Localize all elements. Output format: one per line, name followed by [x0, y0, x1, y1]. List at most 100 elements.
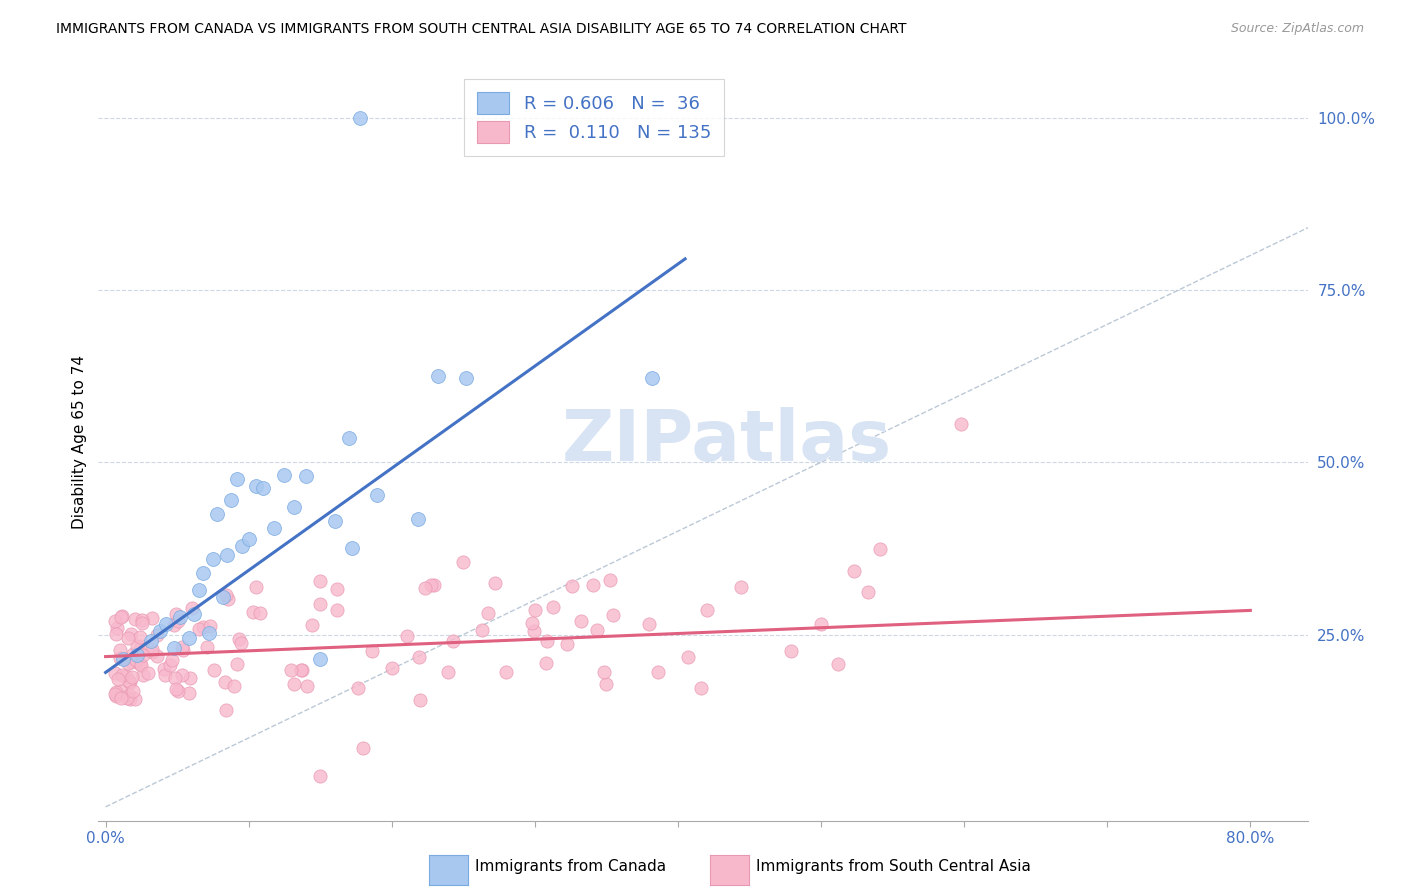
Point: [127, 639, 149, 653]
Point: [228, 632, 250, 646]
Point: [214, 588, 236, 602]
Point: [179, 686, 201, 700]
Point: [676, 649, 699, 664]
Point: [172, 642, 194, 657]
Point: [869, 541, 891, 556]
Point: [484, 576, 506, 591]
Point: [105, 627, 128, 641]
Text: Immigrants from South Central Asia: Immigrants from South Central Asia: [756, 859, 1032, 873]
Point: [217, 548, 239, 563]
Point: [352, 741, 374, 756]
Point: [132, 648, 155, 663]
Point: [200, 619, 222, 633]
Point: [205, 507, 228, 521]
Point: [844, 564, 866, 578]
Point: [366, 488, 388, 502]
Text: Source: ZipAtlas.com: Source: ZipAtlas.com: [1230, 22, 1364, 36]
Point: [127, 656, 149, 670]
Point: [780, 644, 803, 658]
Point: [217, 591, 239, 606]
Point: [131, 613, 153, 627]
Point: [163, 617, 186, 632]
Point: [340, 541, 363, 556]
Point: [124, 612, 146, 626]
Point: [155, 617, 177, 632]
Point: [249, 606, 271, 620]
Point: [283, 677, 305, 691]
Point: [569, 614, 592, 628]
Point: [325, 582, 347, 596]
Point: [395, 629, 418, 643]
Point: [117, 631, 139, 645]
Point: [120, 675, 142, 690]
Point: [180, 600, 202, 615]
Point: [309, 598, 332, 612]
Point: [638, 617, 661, 632]
Point: [115, 669, 138, 683]
Point: [104, 690, 127, 704]
Point: [420, 577, 443, 591]
Point: [177, 631, 200, 645]
Point: [129, 657, 152, 671]
Point: [121, 655, 143, 669]
Point: [129, 639, 152, 653]
Point: [125, 648, 148, 663]
Point: [197, 626, 219, 640]
Point: [110, 609, 132, 624]
Point: [215, 703, 238, 717]
Point: [111, 668, 134, 682]
Point: [195, 640, 218, 655]
Point: [202, 663, 225, 677]
Point: [183, 607, 205, 621]
Point: [110, 691, 132, 706]
Point: [212, 590, 235, 604]
Point: [120, 627, 142, 641]
Point: [426, 369, 449, 384]
Point: [647, 665, 669, 679]
Point: [523, 624, 546, 638]
Point: [522, 615, 544, 630]
Point: [221, 493, 243, 508]
Point: [437, 665, 460, 680]
Point: [422, 578, 444, 592]
Point: [124, 652, 146, 666]
Text: IMMIGRANTS FROM CANADA VS IMMIGRANTS FROM SOUTH CENTRAL ASIA DISABILITY AGE 65 T: IMMIGRANTS FROM CANADA VS IMMIGRANTS FRO…: [56, 22, 907, 37]
Point: [110, 683, 132, 698]
Point: [536, 634, 558, 648]
Point: [582, 578, 605, 592]
Point: [301, 618, 323, 632]
Point: [170, 668, 193, 682]
Legend: R = 0.606   N =  36, R =  0.110   N = 135: R = 0.606 N = 36, R = 0.110 N = 135: [464, 79, 724, 155]
Point: [523, 603, 546, 617]
Point: [226, 473, 249, 487]
Point: [111, 651, 134, 665]
Point: [111, 609, 134, 624]
Point: [441, 634, 464, 648]
Point: [641, 371, 664, 385]
Point: [346, 681, 368, 695]
Point: [280, 663, 302, 677]
Point: [858, 585, 880, 599]
Point: [121, 647, 143, 661]
Point: [124, 692, 146, 706]
Point: [495, 665, 517, 680]
Point: [153, 662, 176, 676]
Point: [146, 628, 169, 642]
Point: [167, 614, 190, 628]
Point: [141, 634, 163, 648]
Point: [231, 635, 253, 649]
Point: [117, 691, 139, 706]
Point: [141, 611, 163, 625]
Point: [309, 574, 332, 588]
Point: [541, 599, 564, 614]
Point: [349, 111, 371, 125]
Point: [290, 664, 312, 678]
Point: [291, 663, 314, 677]
Point: [163, 671, 186, 685]
Point: [131, 615, 153, 630]
Point: [696, 603, 718, 617]
Point: [165, 682, 187, 697]
Point: [413, 581, 436, 595]
Point: [146, 649, 169, 664]
Point: [118, 688, 141, 702]
